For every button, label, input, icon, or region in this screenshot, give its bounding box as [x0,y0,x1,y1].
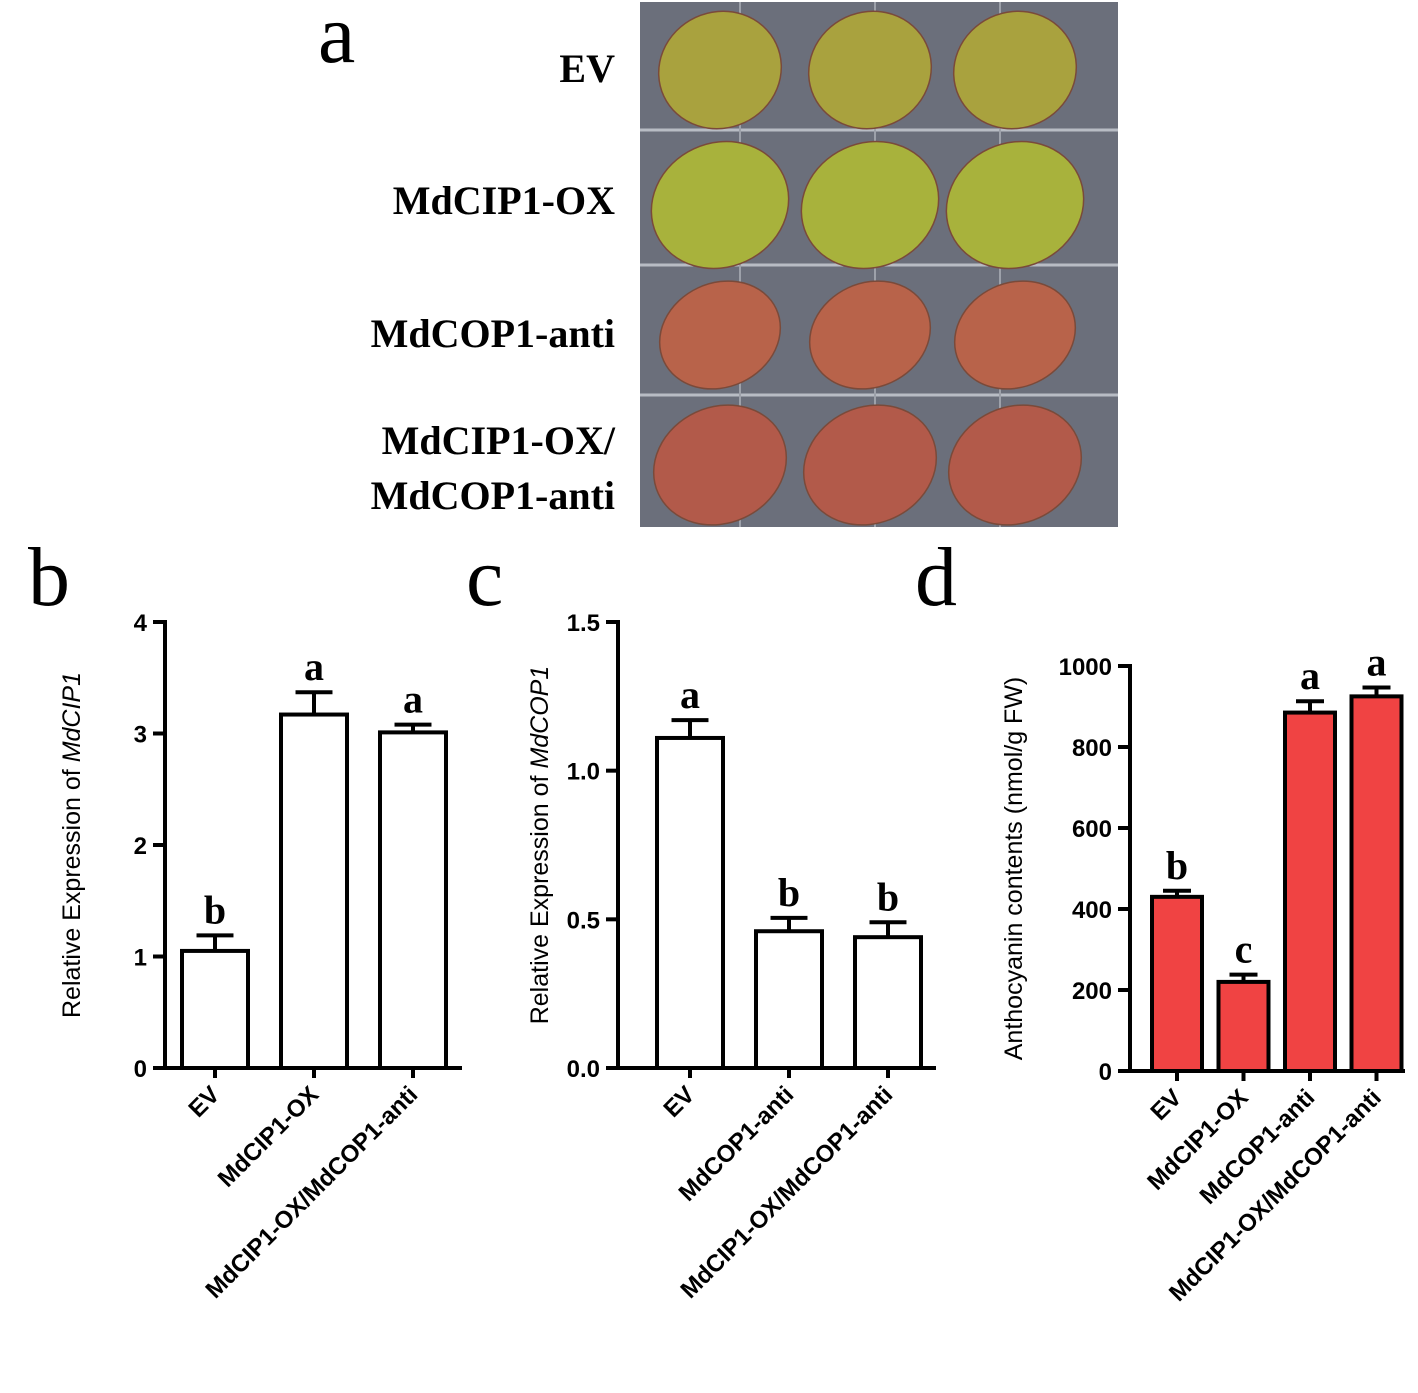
bar [279,712,349,1070]
leaf [945,140,1085,270]
leaf [658,280,782,390]
significance-letter: c [1235,927,1253,972]
significance-letter: b [778,870,800,915]
significance-letter: b [204,887,226,932]
y-tick-label: 200 [1072,978,1112,1005]
row-label: MdCIP1-OX/ [382,418,616,463]
row-label: MdCOP1-anti [371,473,615,518]
panel-label: c [466,531,503,624]
y-tick-label: 400 [1072,897,1112,924]
leaf [652,404,788,526]
leaf [802,404,938,526]
y-tick-label: 0.5 [567,907,600,934]
y-axis-label-text: Anthocyanin contents (nmol/g FW) [1000,677,1028,1061]
leaf [808,280,932,390]
leaf [657,10,783,130]
leaf [952,10,1078,130]
y-axis-label: Relative Expression of MdCOP1 [526,666,554,1025]
x-tick-label: EV [184,1081,226,1123]
y-tick-label: 0.0 [567,1056,600,1083]
leaf [650,140,790,270]
y-tick-label: 0 [134,1056,147,1083]
leaf [807,10,933,130]
y-tick-label: 800 [1072,735,1112,762]
y-tick-label: 1.0 [567,759,600,786]
panel-label: b [28,531,70,624]
y-axis-label-text: Relative Expression of [58,769,86,1018]
significance-letter: a [403,677,423,722]
significance-letter: a [1300,653,1320,698]
panel-label: a [318,0,355,81]
row-label: MdCOP1-anti [371,311,615,356]
significance-letter: a [680,672,700,717]
y-axis-label: Anthocyanin contents (nmol/g FW) [1000,677,1028,1061]
x-tick-label: MdCOP1-anti [1195,1084,1321,1210]
y-tick-label: 2 [134,833,147,860]
y-tick-label: 4 [134,610,148,637]
row-label: EV [559,46,615,91]
bar [1150,894,1204,1073]
x-tick-label: EV [659,1081,701,1123]
y-axis-label-gene: MdCIP1 [58,672,86,762]
y-axis-label-text: Relative Expression of [526,775,554,1024]
row-label: MdCIP1-OX [393,178,615,223]
bar [853,935,923,1070]
x-tick-label: MdCIP1-OX [213,1081,325,1193]
x-tick-label: MdCIP1-OX/MdCOP1-anti [200,1081,423,1304]
significance-letter: b [1166,843,1188,888]
bar [378,730,448,1070]
panel-label: d [915,531,957,624]
y-tick-label: 600 [1072,816,1112,843]
x-tick-label: EV [1146,1084,1188,1126]
significance-letter: a [1367,639,1387,684]
y-tick-label: 0 [1099,1059,1112,1086]
bar [655,735,725,1071]
bar [1216,979,1271,1074]
bar [180,948,250,1070]
y-axis-label: Relative Expression of MdCIP1 [58,672,86,1018]
bar [1349,694,1404,1073]
leaf [947,404,1083,526]
y-tick-label: 1 [134,945,147,972]
x-tick-label: MdCIP1-OX/MdCOP1-anti [675,1081,898,1304]
leaf [800,140,940,270]
y-tick-label: 1.5 [567,610,600,637]
leaf-photo-content [640,2,1118,527]
significance-letter: b [877,874,899,919]
bar [1283,710,1337,1073]
significance-letter: a [304,644,324,689]
y-tick-label: 1000 [1059,654,1112,681]
bar [754,929,824,1071]
y-axis-label-gene: MdCOP1 [526,666,554,769]
leaf [953,280,1077,390]
y-tick-label: 3 [134,722,147,749]
